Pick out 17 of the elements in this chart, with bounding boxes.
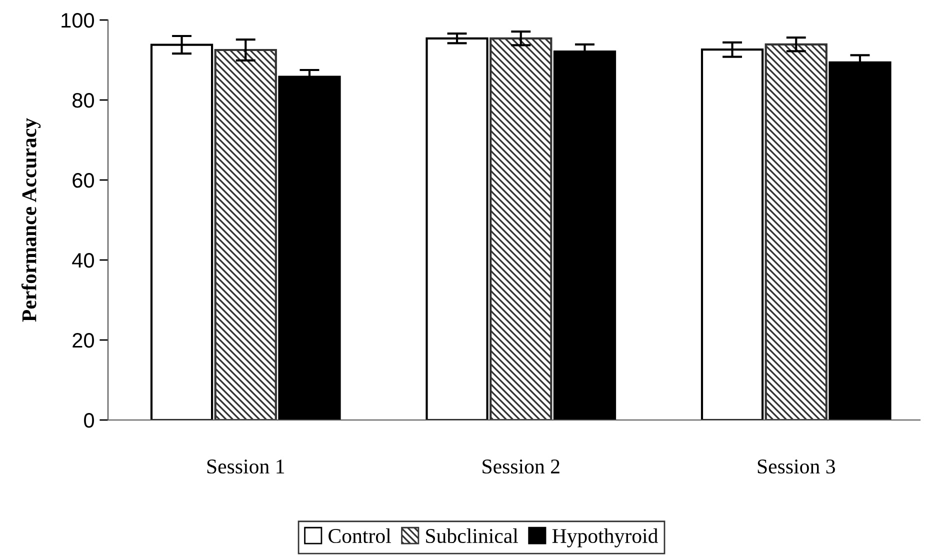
x-tick-label: Session 3 [758,460,835,474]
y-tick-label: 20 [72,333,94,348]
x-tick-label: Session 1 [207,460,284,474]
y-tick-label: 60 [72,173,94,188]
y-tick-label: 100 [62,13,94,28]
legend-label: Control [328,528,391,544]
y-tick-label: 40 [72,253,94,268]
legend-label: Hypothyroid [552,528,658,548]
x-tick-label: Session 2 [482,460,560,474]
bar [214,48,277,420]
bar [490,37,552,420]
y-tick-label: 80 [72,93,94,108]
y-tick-label: 0 [84,413,94,428]
bar [426,37,488,420]
bar [764,43,828,420]
legend-label: Subclinical [426,528,518,544]
y-axis-title: Performance Accuracy [21,118,41,322]
